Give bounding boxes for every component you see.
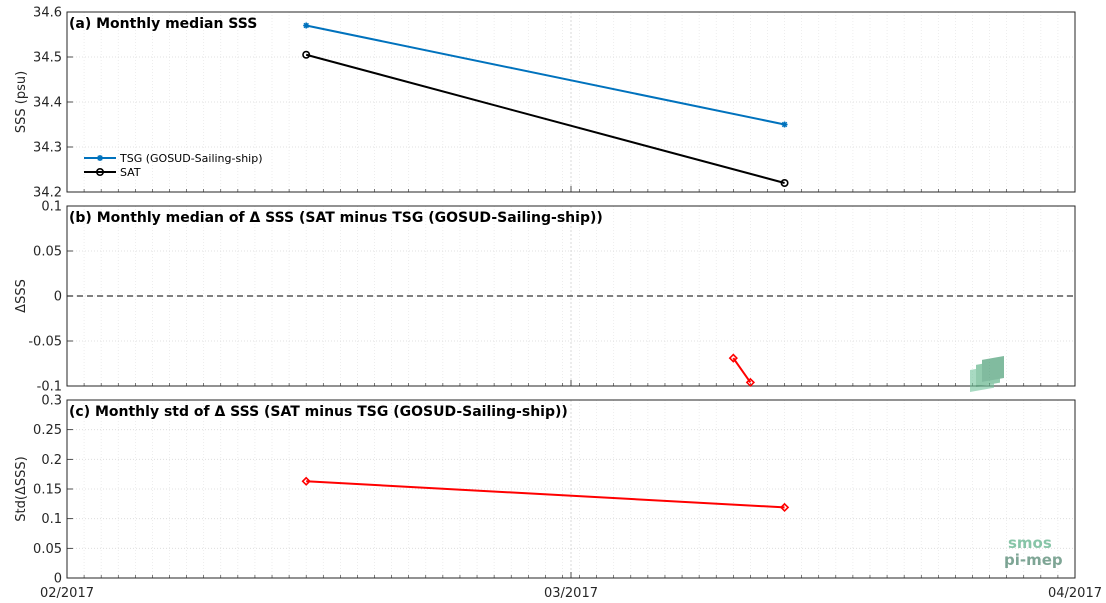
logo-line-1: smos xyxy=(1008,534,1052,552)
panel-title: (c) Monthly std of Δ SSS (SAT minus TSG … xyxy=(69,404,568,420)
x-tick-label: 04/2017 xyxy=(1048,586,1102,601)
x-tick-label: 02/2017 xyxy=(40,586,94,601)
data-point xyxy=(728,353,738,363)
series-line xyxy=(305,53,785,184)
y-tick-label: -0.05 xyxy=(28,335,62,350)
y-tick-label: 34.5 xyxy=(33,51,62,66)
axes-box xyxy=(66,399,1076,579)
series-0 xyxy=(303,22,788,128)
legend: TSG (GOSUD-Sailing-ship)SAT xyxy=(84,152,263,179)
data-point xyxy=(96,168,105,177)
y-tick-label: 0.2 xyxy=(41,453,62,468)
data-point xyxy=(97,155,103,161)
y-tick-label: 0.25 xyxy=(33,423,62,438)
y-axis-title: ΔSSS xyxy=(14,279,29,313)
series-line xyxy=(305,24,785,126)
y-tick-label: 0.1 xyxy=(41,512,62,527)
data-point xyxy=(745,377,756,388)
panel-title: (a) Monthly median SSS xyxy=(69,16,257,32)
y-tick-label: 0.3 xyxy=(41,394,62,409)
legend-label: SAT xyxy=(120,166,141,179)
series-line xyxy=(732,357,752,383)
y-tick-label: 0.15 xyxy=(33,483,62,498)
y-tick-label: -0.1 xyxy=(37,380,62,395)
series-line xyxy=(306,480,785,509)
y-axis-title: Std(ΔSSS) xyxy=(14,456,29,521)
panel-c: 0 0.05 0.1 0.15 0.2 0.25 0.3 Std(ΔSSS) (c) Month… xyxy=(14,394,1076,587)
series-0 xyxy=(728,353,756,388)
axes-box xyxy=(66,205,1076,387)
data-point xyxy=(779,502,790,513)
y-tick-label: 0.05 xyxy=(33,245,62,260)
panel-a: 34.2 34.3 34.4 34.5 34.6 SSS (psu) (a) Monthly… xyxy=(14,6,1076,201)
x-tick-label: 03/2017 xyxy=(544,586,598,601)
y-axis-title: SSS (psu) xyxy=(14,71,29,133)
series-1 xyxy=(302,50,789,188)
data-point xyxy=(781,121,788,128)
logo-line-2: pi-mep xyxy=(1004,551,1063,569)
y-tick-label: 34.4 xyxy=(33,96,62,111)
y-tick-label: 34.3 xyxy=(33,141,62,156)
data-point xyxy=(302,50,311,59)
y-tick-label: 34.6 xyxy=(33,6,62,21)
data-point xyxy=(301,476,311,486)
panel-title: (b) Monthly median of Δ SSS (SAT minus T… xyxy=(69,210,603,226)
y-tick-label: 0 xyxy=(54,572,62,587)
data-point xyxy=(303,22,310,29)
data-point xyxy=(780,179,789,188)
y-tick-label: 34.2 xyxy=(33,186,62,201)
smos-pi-mep-logo: smos pi-mep xyxy=(970,355,1063,569)
logo-layer-3 xyxy=(982,355,1004,382)
y-tick-label: 0.05 xyxy=(33,542,62,557)
panel-b: -0.1 -0.05 0 0.05 0.1 ΔSSS (b) Monthly median … xyxy=(14,200,1076,395)
y-tick-label: 0 xyxy=(54,290,62,305)
axes-box xyxy=(66,11,1076,193)
series-0 xyxy=(301,476,790,513)
legend-label: TSG (GOSUD-Sailing-ship) xyxy=(119,152,263,165)
y-tick-label: 0.1 xyxy=(41,200,62,215)
